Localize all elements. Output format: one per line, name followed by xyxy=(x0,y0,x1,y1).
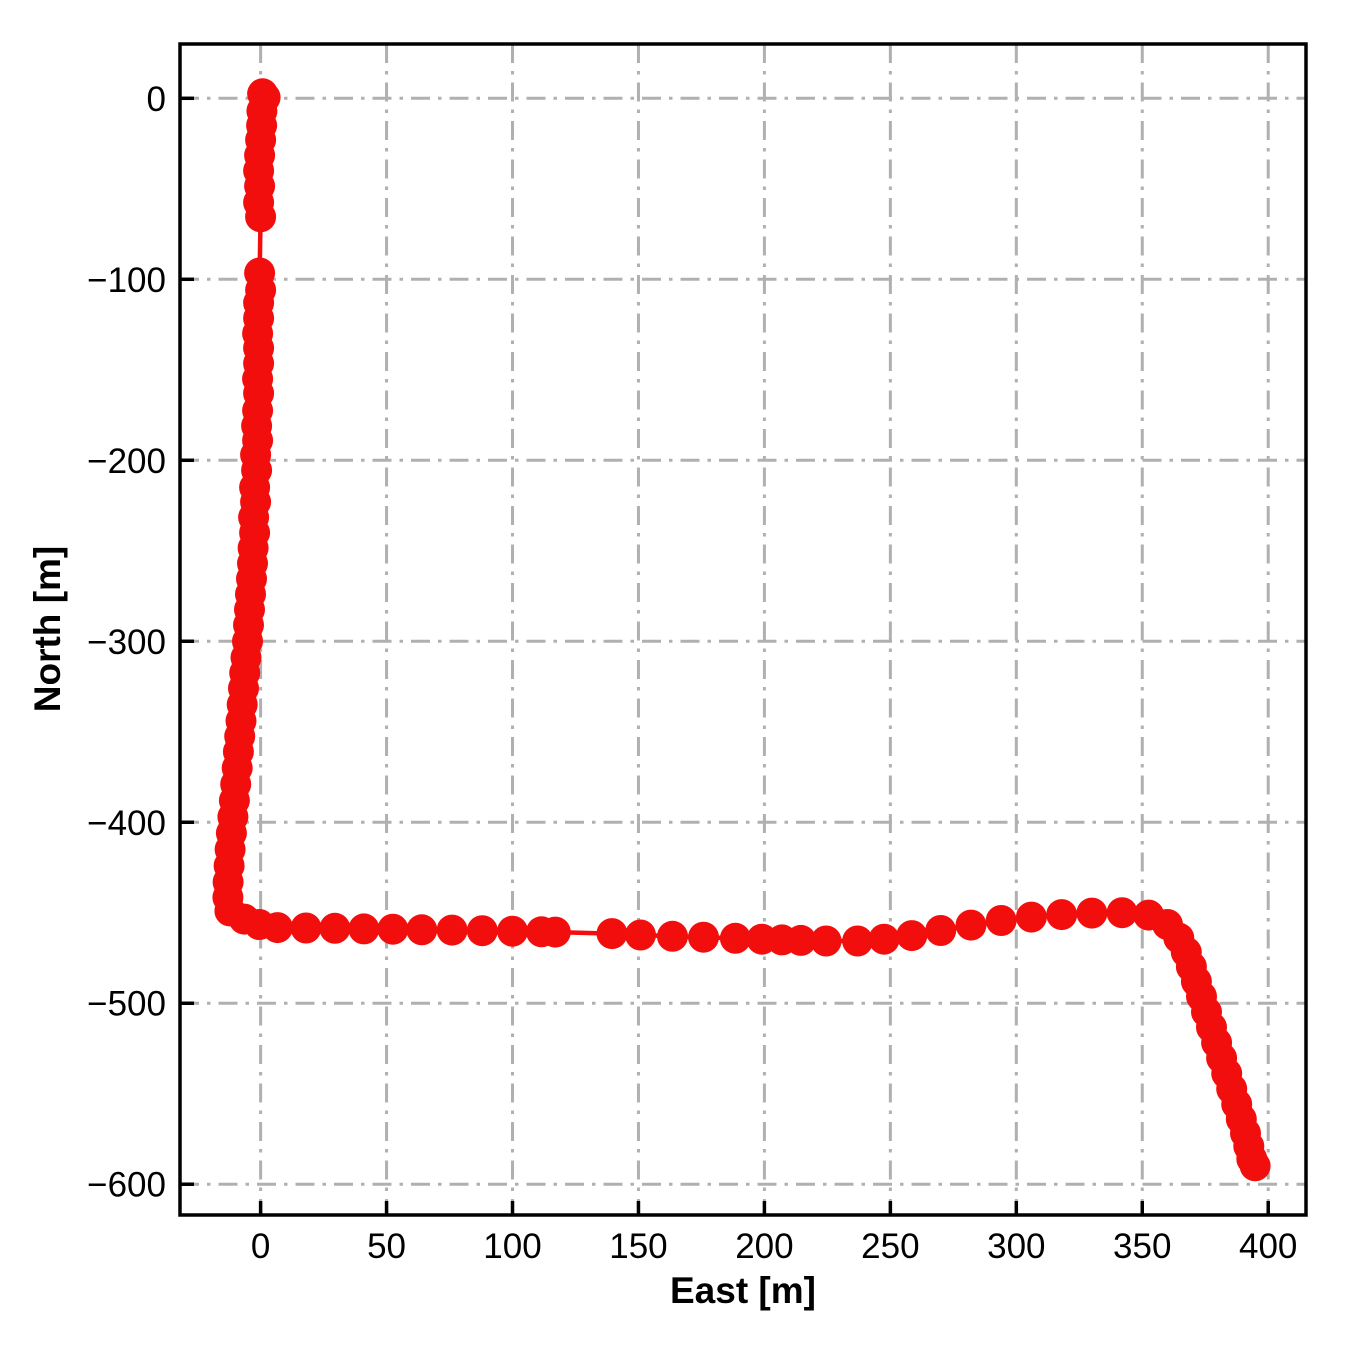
y-tick-label: −500 xyxy=(87,985,166,1024)
x-tick-label: 200 xyxy=(735,1227,793,1266)
trajectory-point xyxy=(842,925,874,957)
trajectory-point xyxy=(688,921,719,953)
trajectory-point xyxy=(1239,1150,1271,1182)
x-tick-label: 350 xyxy=(1113,1227,1171,1266)
trajectory-point xyxy=(466,915,498,947)
trajectory-point xyxy=(377,913,409,945)
y-tick-label: −600 xyxy=(87,1166,166,1205)
trajectory-point xyxy=(719,922,751,954)
y-tick-label: −400 xyxy=(87,804,166,843)
trajectory-point xyxy=(596,918,628,950)
y-tick-label: −300 xyxy=(87,623,166,662)
trajectory-point xyxy=(539,916,571,948)
trajectory-point xyxy=(262,912,293,944)
trajectory-point xyxy=(1076,897,1108,929)
trajectory-point xyxy=(290,912,322,944)
trajectory-point xyxy=(319,912,351,944)
grid-layer xyxy=(180,44,1306,1215)
trajectory-point xyxy=(785,924,817,956)
trajectory-series xyxy=(212,78,1271,1182)
y-tick-label: 0 xyxy=(147,80,166,119)
trajectory-point xyxy=(1106,897,1138,929)
trajectory-line xyxy=(225,92,1258,1167)
x-tick-label: 100 xyxy=(483,1227,541,1266)
trajectory-point xyxy=(657,920,688,952)
y-axis-label: North [m] xyxy=(27,546,68,712)
plot-border xyxy=(178,42,1308,1217)
y-tick-label: −200 xyxy=(87,442,166,481)
x-tick-label: 250 xyxy=(861,1227,919,1266)
trajectory-point xyxy=(810,925,842,957)
x-tick-label: 300 xyxy=(987,1227,1045,1266)
trajectory-point xyxy=(868,923,900,955)
axes-layer: 0 50 100 150 200 250 300 350 400 0 −100 −200 −300 −40… xyxy=(87,42,1308,1266)
x-axis-label: East [m] xyxy=(670,1270,816,1311)
trajectory-point xyxy=(245,201,277,233)
x-tick-label: 400 xyxy=(1239,1227,1297,1266)
trajectory-point xyxy=(625,919,656,951)
trajectory-point xyxy=(925,915,957,946)
trajectory-point xyxy=(497,915,528,947)
x-tick-label: 50 xyxy=(367,1227,406,1266)
x-tick-label: 150 xyxy=(609,1227,667,1266)
trajectory-point xyxy=(348,913,380,945)
x-tick-label: 0 xyxy=(251,1227,270,1266)
trajectory-point xyxy=(436,914,468,946)
trajectory-point xyxy=(896,920,928,952)
trajectory-point xyxy=(1015,901,1047,933)
trajectory-point xyxy=(1046,899,1078,931)
trajectory-point xyxy=(955,909,987,941)
trajectory-point xyxy=(406,914,438,946)
trajectory-point xyxy=(985,905,1017,936)
y-tick-label: −100 xyxy=(87,261,166,300)
